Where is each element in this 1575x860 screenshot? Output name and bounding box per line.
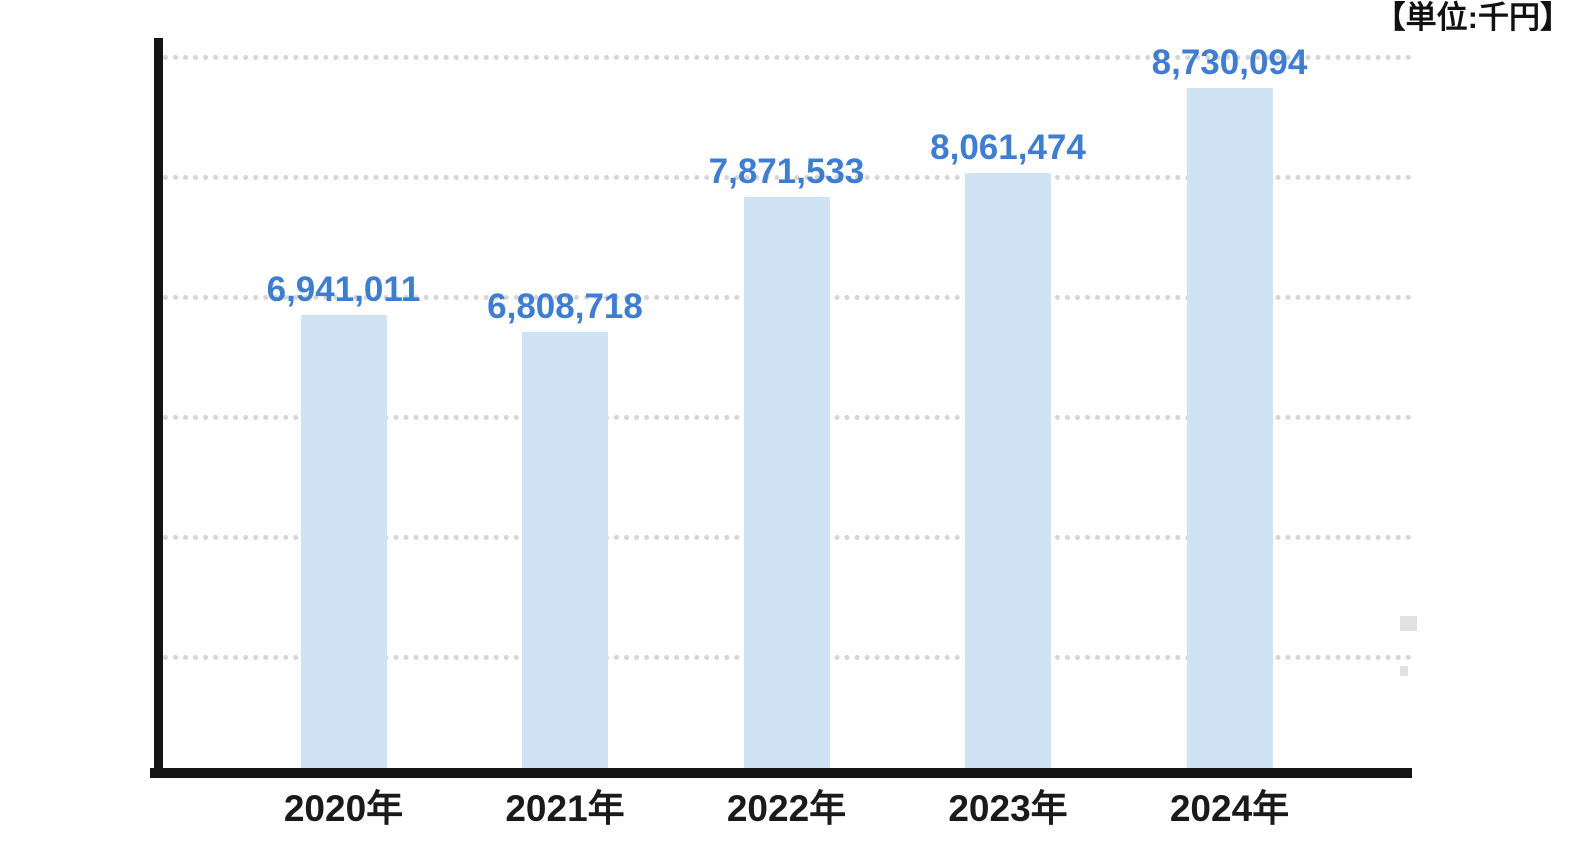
unit-label: 【単位:千円】 [1374,0,1571,35]
gridline [163,55,1412,60]
x-axis-label-2024年: 2024年 [1169,788,1290,829]
y-axis-line [154,38,163,778]
bar-2022年 [743,197,830,768]
bar-value-label: 6,808,718 [487,287,643,326]
bar-2021年 [522,332,608,768]
x-axis-label-2022年: 2022年 [726,788,847,829]
bar-value-label: 8,061,474 [930,128,1086,167]
x-axis-line [150,768,1412,778]
gridline-end-artifact [1400,666,1408,676]
x-axis-label-2020年: 2020年 [283,788,404,829]
x-axis-label-2023年: 2023年 [948,788,1068,829]
bar-value-label: 7,871,533 [708,152,865,191]
bar-value-label: 6,941,011 [266,270,421,309]
bar-2020年 [300,315,387,768]
bar-2023年 [965,173,1051,768]
bar-2024年 [1186,88,1273,768]
gridline [163,175,1412,180]
x-axis-label-2021年: 2021年 [505,788,625,829]
bar-value-label: 8,730,094 [1151,43,1308,82]
gridline-end-artifact [1400,616,1417,631]
